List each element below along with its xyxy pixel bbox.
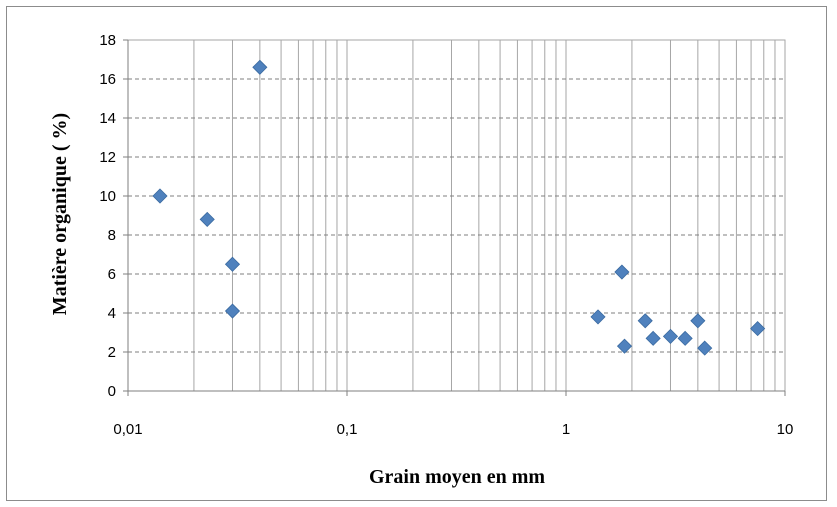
- y-tick-label: 6: [108, 266, 116, 283]
- gridlines: [128, 39, 785, 391]
- data-point: [614, 264, 630, 280]
- data-point: [645, 330, 661, 346]
- data-point: [252, 59, 268, 75]
- data-point: [662, 328, 679, 344]
- data-point: [152, 188, 168, 204]
- y-tick-label: 18: [99, 32, 116, 49]
- x-tick-label: 1: [562, 421, 570, 438]
- data-point: [750, 321, 766, 337]
- axes: [123, 39, 786, 396]
- y-tick-label: 0: [108, 383, 116, 400]
- data-point: [697, 340, 713, 356]
- x-tick-label: 0,1: [337, 421, 358, 438]
- y-tick-label: 14: [99, 110, 116, 127]
- y-tick-label: 8: [108, 227, 116, 244]
- x-tick-label: 0,01: [113, 421, 142, 438]
- y-tick-labels: 0 2 4 6 8 10 12 14 16 18: [99, 32, 116, 400]
- x-tick-labels: 0,01 0,1 1 10: [113, 421, 793, 438]
- y-tick-label: 10: [99, 188, 116, 205]
- data-point: [637, 313, 653, 329]
- data-point: [224, 303, 241, 319]
- y-tick-label: 2: [108, 344, 116, 361]
- data-point: [199, 211, 215, 227]
- data-point: [590, 309, 606, 325]
- data-point: [616, 338, 633, 354]
- y-tick-label: 4: [108, 305, 116, 322]
- chart-area: [6, 6, 827, 501]
- y-tick-label: 16: [99, 71, 116, 88]
- y-axis-label: Matière organique ( %): [49, 113, 71, 315]
- y-tick-label: 12: [99, 149, 116, 166]
- data-point: [224, 256, 241, 272]
- x-tick-label: 10: [777, 421, 794, 438]
- data-point: [690, 313, 706, 329]
- x-axis-label: Grain moyen en mm: [369, 466, 545, 488]
- data-points: [152, 59, 766, 356]
- data-point: [677, 330, 693, 346]
